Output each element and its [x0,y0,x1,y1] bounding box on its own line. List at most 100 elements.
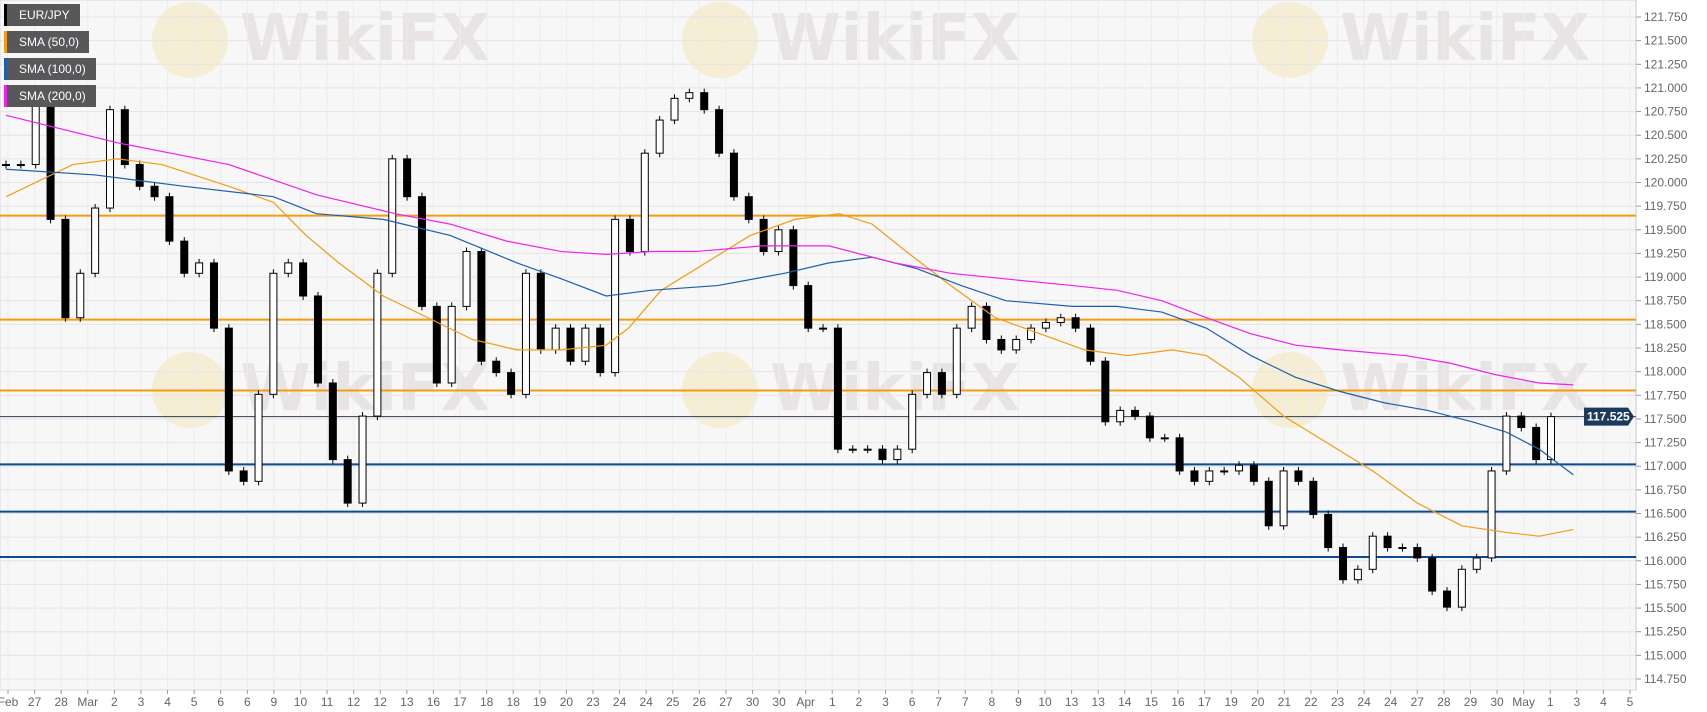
y-tick-label: 120.500 [1644,128,1688,142]
legend-item-eurjpy[interactable]: EUR/JPY [4,4,80,26]
x-tick-label: 8 [988,695,995,709]
y-tick-label: 118.250 [1644,341,1687,355]
legend-label: SMA (200,0) [19,89,86,103]
x-tick-label: 28 [1437,695,1451,709]
legend-swatch [4,58,7,80]
watermark-text: WikiFX [240,2,490,76]
candle-up [521,272,530,395]
candle-down [833,327,842,450]
x-tick-label: 15 [1145,695,1159,709]
legend-swatch [4,85,7,107]
candle-down [596,327,605,374]
y-tick-label: 118.000 [1644,365,1687,379]
x-tick-label: 4 [1600,695,1607,709]
x-tick-label: 13 [1092,695,1106,709]
candle-down [61,218,70,319]
candle-down [403,158,412,198]
legend-label: EUR/JPY [19,8,70,22]
candle-up [284,262,293,274]
candle-down [239,470,248,482]
candle-up [388,158,397,274]
x-tick-label: 14 [1118,695,1132,709]
price-tag-bg [1584,407,1634,426]
x-tick-label: 1 [1547,695,1554,709]
x-tick-label: 30 [1490,695,1504,709]
legend-item-sma100[interactable]: SMA (100,0) [4,58,96,80]
candle-up [76,272,85,319]
y-tick-label: 116.250 [1644,530,1687,544]
x-tick-label: 11 [321,695,334,709]
candle-down [1428,557,1437,592]
candle-up [1235,464,1244,472]
candle-up [685,92,694,99]
candle-down [150,185,159,198]
candle-down [1175,437,1184,472]
current-price-label: 117.525 [1587,410,1630,424]
y-tick-label: 120.250 [1644,152,1688,166]
candle-up [670,97,679,121]
sma50-line [5,158,1574,537]
y-tick-label: 117.500 [1644,412,1687,426]
candle-up [848,448,857,451]
x-tick-label: 30 [746,695,760,709]
x-tick-label: 12 [374,695,388,709]
candle-up [551,327,560,351]
y-tick-label: 119.250 [1644,246,1687,260]
watermark-text: WikiFX [1340,352,1590,426]
x-tick-label: 19 [533,695,547,709]
x-tick-label: 3 [1573,695,1580,709]
candle-down [804,285,813,329]
y-tick-label: 115.750 [1644,577,1687,591]
x-tick-label: 6 [217,695,224,709]
candle-up [1353,568,1362,581]
y-tick-label: 120.750 [1644,105,1688,119]
legend-item-sma200[interactable]: SMA (200,0) [4,85,96,107]
candle-up [254,393,263,482]
candle-down [1086,327,1095,362]
candle-down [759,218,768,253]
y-tick-label: 115.250 [1644,625,1687,639]
y-tick-label: 116.500 [1644,507,1687,521]
candle-up [908,393,917,450]
x-tick-label: 18 [507,695,521,709]
y-tick-label: 119.750 [1644,199,1687,213]
candle-down [180,240,189,274]
candle-up [1116,409,1125,423]
watermark-text: WikiFX [1340,2,1590,76]
candle-down [492,360,501,374]
candle-up [1472,557,1481,570]
watermark-text: WikiFX [770,2,1020,76]
x-tick-label: 17 [453,695,467,709]
x-tick-label: 27 [1411,695,1425,709]
candle-down [1101,360,1110,423]
x-tick-label: 27 [719,695,733,709]
candle-down [566,327,575,362]
candle-down [982,305,991,340]
x-tick-label: 13 [400,695,414,709]
candle-down [1532,426,1541,461]
x-tick-label: 7 [962,695,969,709]
candle-down [477,251,486,362]
candle-down [1309,480,1318,515]
candle-up [863,448,872,451]
x-tick-label: 20 [560,695,574,709]
candle-up [1487,470,1496,559]
x-tick-label: 29 [1464,695,1478,709]
candle-down [165,196,174,242]
candle-up [1502,415,1511,472]
candle-up [923,372,932,395]
y-tick-label: 118.750 [1644,294,1687,308]
candle-down [1413,547,1422,559]
candle-down [878,448,887,461]
legend-label: SMA (100,0) [19,62,86,76]
watermark-logo [1252,2,1328,78]
y-tick-label: 114.750 [1644,672,1687,686]
legend-label: SMA (50,0) [19,35,80,49]
candle-up [2,164,10,167]
candle-down [1443,590,1452,608]
candle-up [774,229,783,253]
candle-down [224,327,233,472]
candle-up [1056,317,1065,323]
legend-item-sma50[interactable]: SMA (50,0) [4,31,90,53]
candle-down [1517,415,1526,428]
